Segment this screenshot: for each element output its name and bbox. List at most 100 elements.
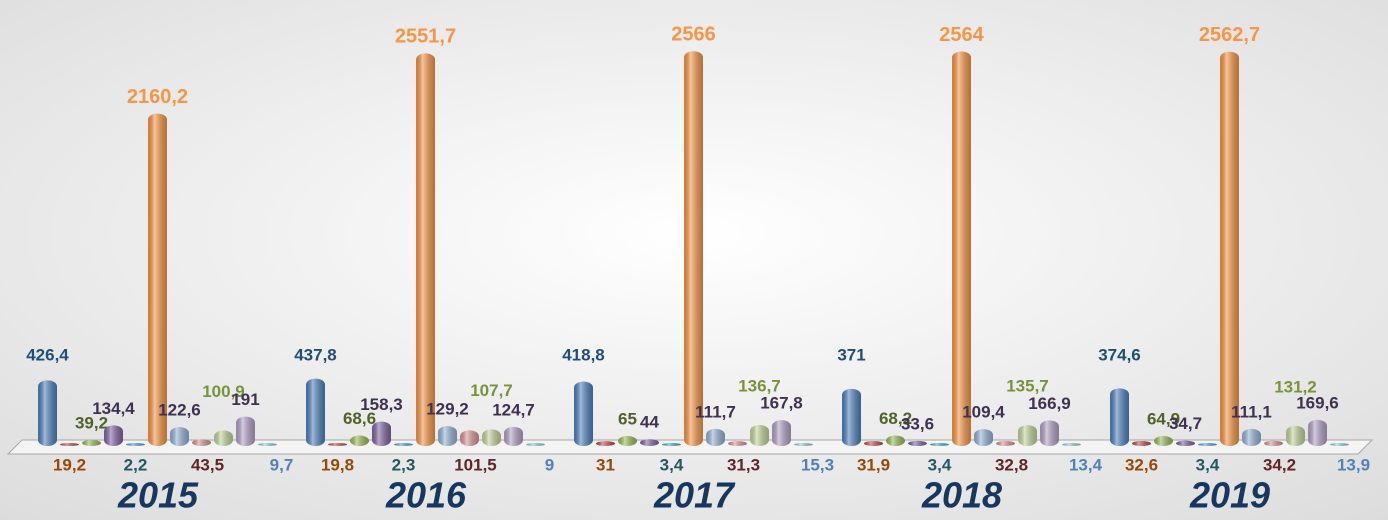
value-label: 2,2 — [124, 455, 148, 474]
bar-shine — [104, 425, 123, 446]
year-label: 2015 — [117, 475, 199, 516]
value-label: 19,2 — [53, 455, 86, 474]
value-label: 2566 — [671, 24, 716, 46]
year-label: 2017 — [653, 475, 736, 516]
bar-shine — [1040, 420, 1059, 446]
bar-shine — [372, 421, 391, 446]
bar-shine — [952, 51, 971, 447]
bar-shine — [684, 51, 703, 446]
bar-shine — [794, 443, 813, 446]
value-label: 111,7 — [695, 402, 736, 421]
bar-shine — [328, 442, 347, 446]
bar-shine — [460, 430, 479, 446]
value-label: 19,8 — [321, 455, 354, 474]
value-label: 167,8 — [760, 394, 803, 413]
value-label: 374,6 — [1098, 345, 1141, 364]
bar-shine — [640, 439, 659, 446]
bar-shine — [996, 440, 1015, 446]
value-label: 32,6 — [1125, 455, 1158, 474]
bar-shine — [148, 113, 167, 447]
value-label: 124,7 — [492, 400, 535, 419]
bar-shine — [662, 443, 681, 446]
bar-shine — [574, 381, 593, 446]
value-label: 129,2 — [426, 400, 469, 419]
bar-shine — [842, 388, 861, 446]
value-label: 34,7 — [1169, 414, 1202, 433]
bar-shine — [930, 443, 949, 446]
bar-shine — [214, 430, 233, 446]
bar-shine — [1110, 388, 1129, 446]
value-label: 43,5 — [191, 455, 224, 474]
bar-shine — [1154, 436, 1173, 446]
bar-shine — [1198, 443, 1217, 446]
value-label: 3,4 — [660, 455, 684, 474]
value-label: 33,6 — [901, 414, 934, 433]
value-label: 136,7 — [738, 376, 781, 395]
bar-shine — [1176, 440, 1195, 446]
bar-shine — [258, 443, 277, 446]
value-label: 31,9 — [857, 455, 890, 474]
value-label: 65 — [618, 409, 637, 428]
value-label: 2160,2 — [127, 86, 188, 108]
value-label: 34,2 — [1263, 455, 1296, 474]
bar-shine — [82, 439, 101, 446]
value-label: 64,9 — [1147, 409, 1180, 428]
value-label: 169,6 — [1296, 393, 1339, 412]
bar-shine — [192, 439, 211, 446]
value-label: 371 — [837, 345, 865, 364]
value-label: 15,3 — [801, 455, 834, 474]
bar-shine — [1264, 440, 1283, 446]
value-label: 2551,7 — [395, 26, 456, 48]
value-label: 101,5 — [454, 455, 497, 474]
bar-shine — [1242, 428, 1261, 446]
bar-shine — [728, 441, 747, 446]
bar-shine — [236, 416, 255, 446]
value-label: 2564 — [939, 24, 984, 46]
value-label: 13,9 — [1337, 455, 1370, 474]
bar-shine — [416, 53, 435, 446]
value-label: 3,4 — [1196, 455, 1220, 474]
value-label: 9 — [545, 455, 554, 474]
bar-shine — [170, 427, 189, 446]
bar-shine — [350, 435, 369, 446]
value-label: 134,4 — [92, 399, 135, 418]
value-label: 166,9 — [1028, 394, 1071, 413]
bar-shine — [974, 429, 993, 446]
bar-shine — [596, 441, 615, 446]
value-label: 2,3 — [392, 455, 416, 474]
value-label: 135,7 — [1006, 377, 1049, 396]
bar-shine — [772, 420, 791, 446]
value-label: 107,7 — [470, 381, 513, 400]
bar-shine — [38, 380, 57, 446]
value-label: 426,4 — [26, 345, 69, 364]
bar-shine — [438, 426, 457, 446]
value-label: 32,8 — [995, 455, 1028, 474]
value-label: 31 — [596, 455, 615, 474]
value-label: 31,3 — [727, 455, 760, 474]
bar-shine — [482, 429, 501, 446]
year-label: 2018 — [921, 475, 1002, 516]
value-label: 44 — [640, 413, 659, 432]
bar-shine — [60, 443, 79, 446]
value-label: 191 — [231, 390, 259, 409]
bar-shine — [706, 428, 725, 446]
value-label: 39,2 — [75, 413, 108, 432]
year-label: 2016 — [385, 475, 467, 516]
bar-shine — [1286, 425, 1305, 446]
value-label: 68,2 — [879, 409, 912, 428]
value-label: 9,7 — [270, 455, 294, 474]
value-label: 13,4 — [1069, 455, 1103, 474]
value-label: 131,2 — [1274, 377, 1317, 396]
value-label: 2562,7 — [1199, 24, 1260, 46]
bar-shine — [864, 441, 883, 446]
bar-shine — [126, 443, 145, 446]
value-label: 100,9 — [202, 382, 245, 401]
value-label: 437,8 — [294, 345, 337, 364]
bar-shine — [1220, 51, 1239, 446]
bar-shine — [504, 426, 523, 446]
bar-shine — [618, 436, 637, 446]
year-label: 2019 — [1189, 475, 1270, 516]
bar-shine — [1018, 425, 1037, 446]
bar-shine — [1132, 440, 1151, 446]
